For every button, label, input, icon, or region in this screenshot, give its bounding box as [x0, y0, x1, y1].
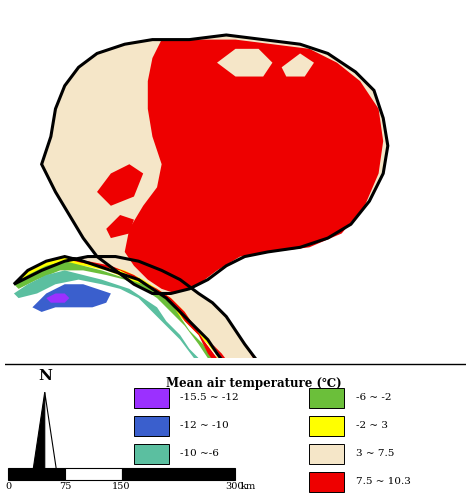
- FancyBboxPatch shape: [309, 416, 344, 436]
- Polygon shape: [217, 49, 272, 76]
- Polygon shape: [46, 294, 69, 302]
- Polygon shape: [14, 270, 263, 455]
- Text: km: km: [241, 482, 256, 491]
- Polygon shape: [14, 261, 268, 446]
- FancyBboxPatch shape: [134, 416, 169, 436]
- Bar: [65, 468, 122, 480]
- Polygon shape: [33, 392, 45, 472]
- FancyBboxPatch shape: [134, 444, 169, 464]
- Text: 0: 0: [5, 482, 12, 491]
- Text: Mean air temperature (℃): Mean air temperature (℃): [166, 377, 342, 390]
- Polygon shape: [97, 164, 143, 206]
- Text: 75: 75: [59, 482, 71, 491]
- Polygon shape: [45, 392, 57, 472]
- Text: N: N: [38, 370, 52, 384]
- Polygon shape: [212, 344, 346, 482]
- Text: -2 ~ 3: -2 ~ 3: [356, 422, 388, 430]
- Polygon shape: [106, 215, 134, 238]
- Polygon shape: [74, 261, 277, 441]
- Text: 3 ~ 7.5: 3 ~ 7.5: [356, 450, 394, 458]
- Polygon shape: [32, 284, 111, 312]
- Polygon shape: [14, 256, 346, 482]
- Text: -12 ~ -10: -12 ~ -10: [180, 422, 229, 430]
- Polygon shape: [125, 40, 383, 294]
- Text: 150: 150: [112, 482, 131, 491]
- Text: -15.5 ~ -12: -15.5 ~ -12: [180, 394, 239, 402]
- FancyBboxPatch shape: [309, 388, 344, 407]
- Bar: [122, 468, 235, 480]
- FancyBboxPatch shape: [309, 472, 344, 492]
- Bar: [8, 468, 65, 480]
- Text: 7.5 ~ 10.3: 7.5 ~ 10.3: [356, 478, 410, 486]
- Text: -6 ~ -2: -6 ~ -2: [356, 394, 391, 402]
- Text: -10 ~-6: -10 ~-6: [180, 450, 219, 458]
- Polygon shape: [14, 256, 300, 469]
- FancyBboxPatch shape: [309, 444, 344, 464]
- Text: 300: 300: [225, 482, 244, 491]
- Polygon shape: [41, 35, 388, 293]
- FancyBboxPatch shape: [134, 388, 169, 407]
- Polygon shape: [282, 54, 314, 76]
